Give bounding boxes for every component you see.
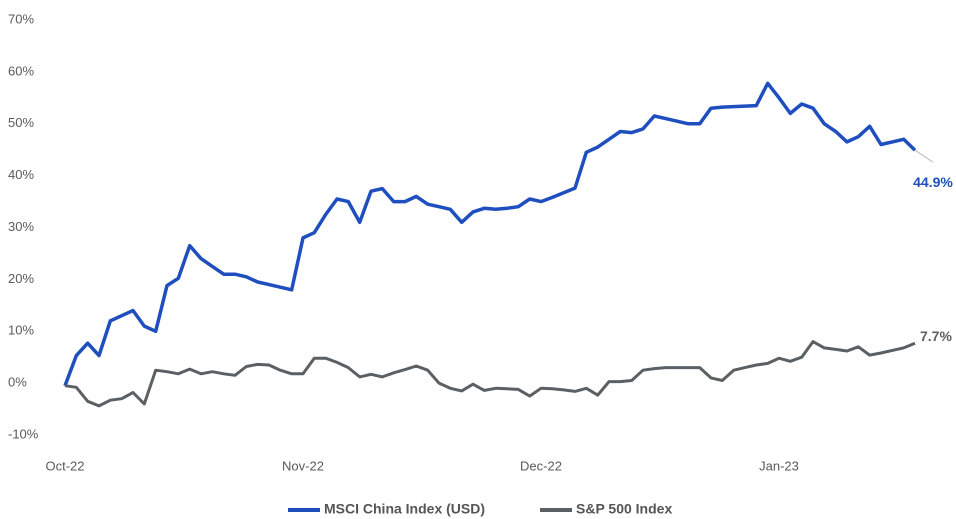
y-tick-label: 30%	[8, 219, 34, 234]
legend-label: MSCI China Index (USD)	[324, 501, 485, 517]
x-tick-label: Dec-22	[520, 458, 562, 473]
legend-label: S&P 500 Index	[576, 501, 672, 517]
x-tick-label: Nov-22	[282, 458, 324, 473]
y-tick-label: 70%	[8, 11, 34, 26]
y-tick-label: 40%	[8, 167, 34, 182]
x-tick-label: Oct-22	[45, 458, 84, 473]
y-tick-label: 0%	[8, 375, 27, 390]
series-line	[63, 81, 917, 387]
data-label: 44.9%	[913, 174, 953, 190]
y-tick-label: 50%	[8, 115, 34, 130]
y-tick-label: 10%	[8, 323, 34, 338]
y-tick-label: 20%	[8, 271, 34, 286]
label-leader	[914, 149, 934, 163]
y-tick-label: -10%	[8, 426, 39, 441]
x-tick-label: Jan-23	[759, 458, 799, 473]
series-line	[64, 340, 916, 408]
y-tick-label: 60%	[8, 63, 34, 78]
data-label: 7.7%	[920, 328, 952, 344]
